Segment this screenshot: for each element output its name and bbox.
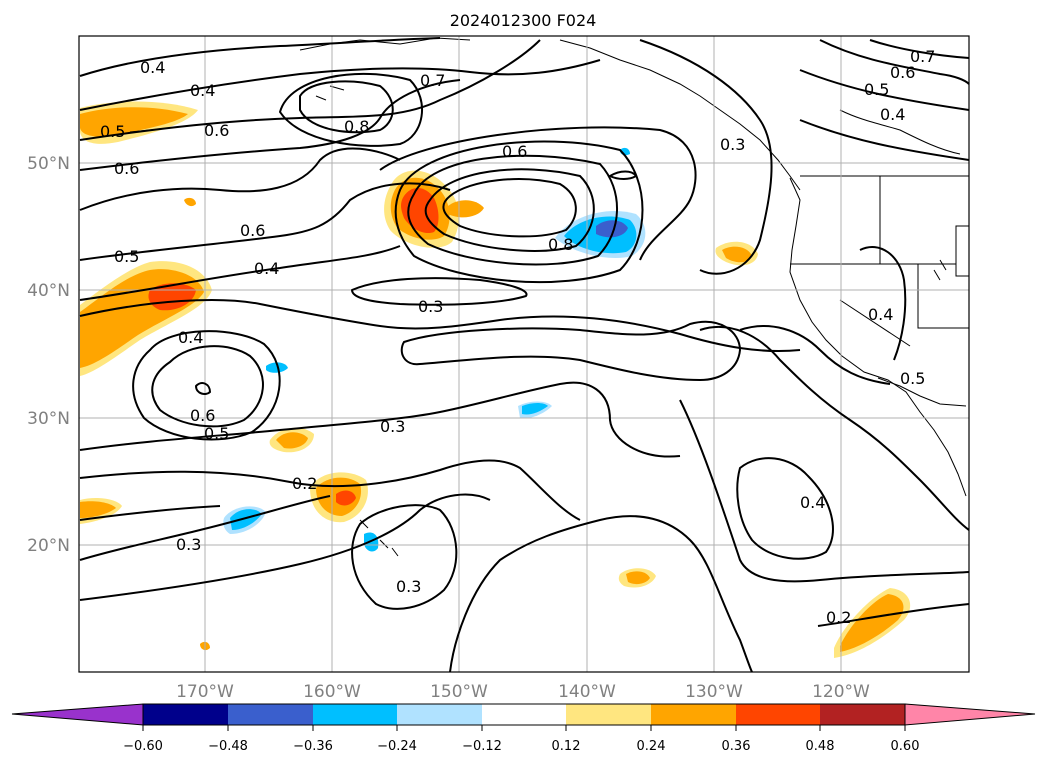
latitude-labels: 50°N 40°N 30°N 20°N: [27, 154, 70, 556]
colorbar-tick-label: 0.60: [891, 739, 920, 754]
lon-label: 160°W: [303, 682, 361, 702]
contour-label: 0.4: [178, 328, 203, 347]
contour-label: 0.3: [396, 577, 421, 596]
contour-label: 0.6: [204, 121, 229, 140]
contour-label: 0.8: [548, 235, 573, 254]
colorbar-tick-label: −0.24: [377, 739, 417, 754]
contour-label: 0.6: [190, 406, 215, 425]
contour-label: 0.5: [864, 80, 889, 99]
colorbar-segment: [228, 704, 313, 725]
lat-label: 30°N: [27, 409, 70, 429]
colorbar-segment: [651, 704, 736, 725]
contour-label: 0.4: [190, 81, 215, 100]
colorbar-extend-high: [904, 703, 1036, 726]
contour-label: 0.6: [114, 159, 139, 178]
contour-label: 0.6: [502, 142, 527, 161]
map-panel: 0.4 0.4 0.5 0.6 0.7 0.8 0.6 0.6 0.6 0.7 …: [78, 35, 970, 673]
lat-label: 40°N: [27, 281, 70, 301]
lon-label: 150°W: [430, 682, 488, 702]
longitude-labels: 170°W 160°W 150°W 140°W 130°W 120°W: [176, 682, 870, 702]
contour-label: 0.2: [292, 474, 317, 493]
colorbar-segment: [566, 704, 651, 725]
colorbar-tick-label: 0.36: [722, 739, 751, 754]
contour-label: 0.4: [800, 493, 825, 512]
map-frame: [78, 35, 970, 673]
colorbar-tick-label: −0.12: [462, 739, 502, 754]
contour-label: 0.3: [720, 135, 745, 154]
lon-label: 170°W: [176, 682, 234, 702]
colorbar-tick-label: −0.60: [123, 739, 163, 754]
colorbar: −0.60 −0.48 −0.36 −0.24 −0.12 0.12 0.24 …: [11, 703, 1036, 754]
contour-labels: 0.4 0.4 0.5 0.6 0.7 0.8 0.6 0.6 0.6 0.7 …: [100, 47, 935, 627]
colorbar-segment: [736, 704, 820, 725]
colorbar-segment: [820, 704, 905, 725]
contour-label: 0.8: [344, 117, 369, 136]
contour-label: 0.3: [380, 417, 405, 436]
colorbar-segment: [313, 704, 397, 725]
contour-label: 0.5: [204, 424, 229, 443]
contour-label: 0.7: [420, 71, 445, 90]
contour-label: 0.5: [100, 122, 125, 141]
colorbar-segment: [397, 704, 482, 725]
colorbar-segment: [143, 704, 228, 725]
colorbar-tick-label: −0.36: [293, 739, 333, 754]
contour-label: 0.4: [254, 259, 279, 278]
colorbar-extend-low: [11, 703, 144, 726]
contour-label: 0.7: [910, 47, 935, 66]
contour-label: 0.5: [900, 369, 925, 388]
contour-label: 0.5: [114, 247, 139, 266]
lon-label: 140°W: [558, 682, 616, 702]
contour-label: 0.4: [868, 305, 893, 324]
contour-label: 0.4: [140, 58, 165, 77]
contour-label: 0.3: [176, 535, 201, 554]
contour-label: 0.3: [418, 297, 443, 316]
colorbar-tick-label: 0.48: [806, 739, 835, 754]
colorbar-segment: [482, 704, 566, 725]
contour-label: 0.4: [880, 105, 905, 124]
contours: [79, 37, 970, 673]
contour-label: 0.2: [826, 608, 851, 627]
colorbar-tick-label: 0.24: [637, 739, 666, 754]
lat-label: 50°N: [27, 154, 70, 174]
colorbar-tick-label: 0.12: [552, 739, 581, 754]
colorbar-tick-label: −0.48: [208, 739, 248, 754]
contour-label: 0.6: [240, 221, 265, 240]
lon-label: 120°W: [812, 682, 870, 702]
map-title: 2024012300 F024: [450, 11, 597, 30]
lon-label: 130°W: [685, 682, 743, 702]
contour-label: 0.6: [890, 63, 915, 82]
lat-label: 20°N: [27, 536, 70, 556]
